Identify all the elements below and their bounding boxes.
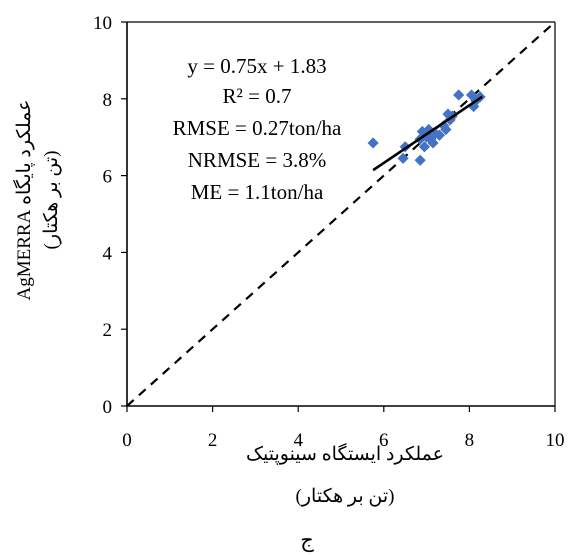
plot-area [121, 21, 556, 412]
trendline-group [372, 95, 483, 172]
y-tick-label: 4 [103, 243, 113, 264]
data-point [397, 152, 409, 164]
reference-line-group [126, 21, 556, 407]
x-tick-labels: 0 2 4 6 8 10 [122, 430, 564, 451]
x-tick-label: 2 [208, 430, 218, 451]
data-points [367, 89, 486, 166]
data-point [367, 137, 379, 149]
me-label: ME = 1.1ton/ha [191, 180, 324, 204]
r-squared-label: R² = 0.7 [223, 84, 292, 108]
figure-label: ج [300, 528, 314, 553]
data-point [433, 129, 446, 141]
x-tick-label: 4 [293, 430, 303, 451]
x-tick-label: 8 [465, 430, 475, 451]
y-axis-units: (تن بر هکتار) [41, 151, 62, 250]
data-point [423, 123, 435, 136]
y-tick-label: 10 [93, 13, 112, 34]
data-point [438, 120, 450, 132]
y-tick-label: 8 [103, 90, 113, 111]
x-tick-label: 6 [379, 430, 389, 451]
one-to-one-reference-line [126, 21, 556, 407]
y-tick-label: 0 [103, 397, 113, 418]
rmse-label: RMSE = 0.27ton/ha [173, 116, 342, 140]
data-point [440, 123, 452, 136]
y-axis-label: عملکرد پایگاه AgMERRA [12, 100, 35, 301]
y-tick-label: 2 [103, 320, 113, 341]
y-tick-label: 6 [103, 167, 113, 188]
data-point [399, 141, 411, 153]
data-point [414, 154, 426, 166]
data-point [421, 131, 433, 143]
nrmse-label: NRMSE = 3.8% [188, 148, 326, 172]
x-axis-label: عملکرد ایستگاه سینوپتیک [246, 442, 444, 465]
data-point [418, 141, 431, 153]
data-point [429, 127, 441, 139]
x-tick-label: 0 [122, 430, 132, 451]
data-point [427, 137, 439, 149]
data-point [465, 89, 478, 101]
y-tick-labels: 0 2 4 6 8 10 [93, 13, 113, 418]
data-point [453, 89, 465, 101]
annotation-box: y = 0.75x + 1.83 R² = 0.7 RMSE = 0.27ton… [173, 54, 342, 204]
x-tick-label: 10 [546, 430, 565, 451]
data-point [444, 114, 456, 126]
regression-trendline [372, 95, 483, 172]
equation-label: y = 0.75x + 1.83 [187, 54, 326, 78]
x-axis-units: (تن بر هکتار) [296, 486, 395, 507]
